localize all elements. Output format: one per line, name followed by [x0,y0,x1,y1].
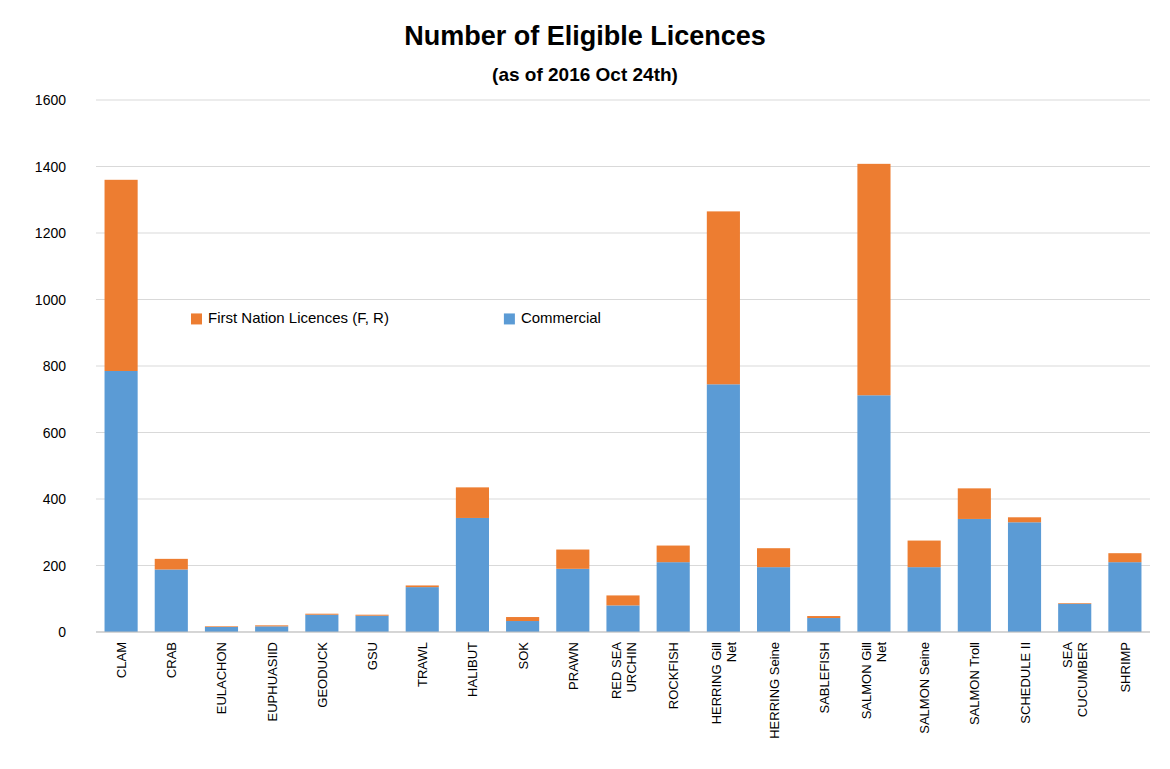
bar [757,548,790,567]
bar [355,616,388,632]
x-tick-label: SALMON Troll [967,642,982,725]
x-tick-label: ROCKFISH [666,642,681,709]
x-tick-label: SOK [516,642,531,670]
y-tick-label: 1400 [35,159,66,175]
grid-line [96,299,1150,300]
y-tick-label: 400 [43,491,67,507]
bar [1008,517,1041,522]
bar [1058,603,1091,605]
x-tick-label: SABLEFISH [817,642,832,714]
x-tick-label: SALMON Seine [917,642,932,734]
bar [908,567,941,632]
x-tick-label: SCHEDULE II [1018,642,1033,724]
bar [406,585,439,587]
x-tick-label: HALIBUT [465,642,480,697]
bar [958,519,991,632]
bar [506,621,539,632]
legend-label: Commercial [521,309,601,326]
bar [155,569,188,632]
bar [908,541,941,568]
bar [305,613,338,615]
bar [506,617,539,621]
bar [355,614,388,616]
bar [807,616,840,618]
x-tick-label: PRAWN [566,642,581,690]
bar [155,559,188,570]
x-axis [96,632,1150,633]
x-tick-label: CRAB [164,642,179,678]
x-tick-label: EUPHUASIID [265,642,280,721]
bar [1108,562,1141,632]
y-tick-label: 600 [43,425,67,441]
bar [857,164,890,395]
chart: Number of Eligible Licences (as of 2016 O… [0,0,1170,769]
bar [105,371,138,632]
x-tick-label: GEODUCK [315,642,330,708]
x-tick-label: TRAWL [415,642,430,687]
bar [406,587,439,632]
x-tick-label: SEACUCUMBER [1060,642,1090,717]
legend-label: First Nation Licences (F, R) [208,309,389,326]
title: Number of Eligible Licences [404,21,766,51]
bar [958,488,991,519]
bar [606,605,639,632]
bar [757,567,790,632]
bar [255,625,288,627]
grid-line [96,233,1150,234]
grid-line [96,432,1150,433]
x-tick-label: SHRIMP [1118,642,1133,693]
bar [105,180,138,371]
grid-line [96,632,1150,633]
bar [1108,553,1141,562]
bars [105,164,1142,632]
bar [657,546,690,563]
x-tick-label: SALMON GillNet [859,642,889,720]
bar [1008,522,1041,632]
bar [305,615,338,632]
bar [707,211,740,384]
bar [456,518,489,632]
y-tick-label: 800 [43,358,67,374]
bar [1058,604,1091,632]
x-tick-label: EULACHON [214,642,229,714]
y-tick-label: 1600 [35,92,66,108]
x-tick-label: HERRING Seine [767,642,782,739]
bar [205,627,238,632]
bar [205,626,238,628]
bar [857,395,890,632]
grid-line [96,100,1150,101]
bar [556,550,589,569]
y-tick-label: 200 [43,558,67,574]
y-tick-label: 1000 [35,292,66,308]
bar [657,562,690,632]
bar [606,595,639,605]
grid-line [96,366,1150,367]
grid-line [96,499,1150,500]
bar [807,618,840,632]
x-tick-label: CLAM [114,642,129,678]
y-tick-label: 1200 [35,225,66,241]
y-tick-label: 0 [58,624,66,640]
x-tick-label: GSU [365,642,380,670]
grid-line [96,565,1150,566]
grid-line [96,166,1150,167]
bar [556,569,589,632]
bar [707,384,740,632]
bar [255,626,288,632]
legend-swatch [504,313,515,324]
subtitle: (as of 2016 Oct 24th) [492,64,678,85]
x-tick-label: HERRING GillNet [709,642,739,725]
x-tick-label: RED SEAURCHIN [609,642,639,699]
bar [456,487,489,518]
legend-swatch [191,313,202,324]
